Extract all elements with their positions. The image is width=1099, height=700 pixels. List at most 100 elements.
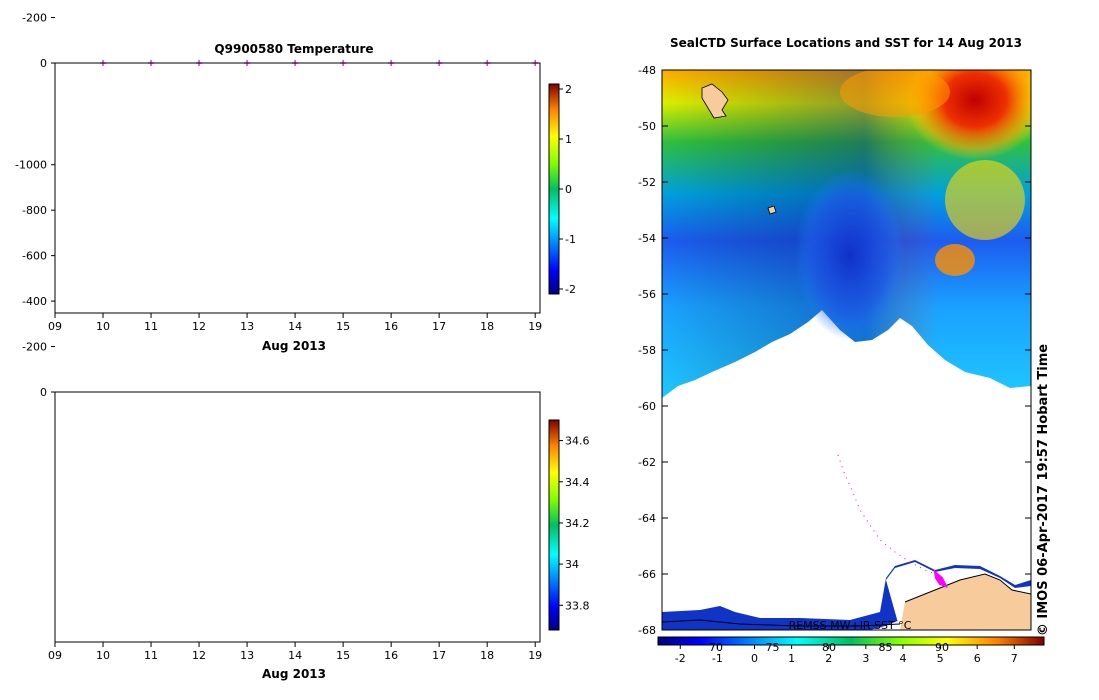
- sst-colorbar-tick-label: 7: [1011, 652, 1018, 665]
- x-tick-label: 15: [336, 649, 350, 662]
- salinity-x-label: Aug 2013: [262, 667, 326, 681]
- colorbar-tick-label: 2: [565, 83, 572, 96]
- x-tick-label: 10: [96, 320, 110, 333]
- sst-colorbar: [657, 636, 1045, 646]
- y-tick-label: -600: [22, 250, 47, 263]
- temperature-x-label: Aug 2013: [262, 339, 326, 353]
- seal-track: [837, 454, 941, 577]
- lat-tick-label: -60: [638, 400, 656, 413]
- sst-map-latitude-axis: -48 -50 -52 -54 -56 -58 -60 -62 -64 -66 -68: [638, 64, 1031, 637]
- y-tick-label: -200: [22, 12, 47, 25]
- colorbar-tick-label: 34.6: [565, 435, 590, 448]
- colorbar-tick-label: 0: [565, 183, 572, 196]
- sst-map-panel: SealCTD Surface Locations and SST for 14…: [638, 36, 1051, 665]
- lat-tick-label: -68: [638, 624, 656, 637]
- colorbar-tick-label: -1: [565, 233, 576, 246]
- salinity-x-axis: 09 10 11 12 13 14 15 16 17 18 19: [48, 642, 542, 662]
- sst-field: [662, 70, 1031, 630]
- west-coastline: [662, 619, 901, 627]
- colorbar-tick-label: -2: [565, 283, 576, 296]
- lat-tick-label: -52: [638, 176, 656, 189]
- antarctic-coastline: [904, 573, 1031, 603]
- x-tick-label: 13: [240, 320, 254, 333]
- sst-colorbar-secondary-label: 75: [766, 641, 780, 654]
- x-tick-label: 13: [240, 649, 254, 662]
- x-tick-label: 17: [432, 320, 446, 333]
- y-tick-label: -800: [22, 204, 47, 217]
- temperature-panel: Q9900580 Temperature 0 -200 -400 -600 -800 -1…: [22, 12, 576, 353]
- x-tick-label: 16: [384, 649, 398, 662]
- sst-colorbar-tick-label: 2: [825, 652, 832, 665]
- sst-colorbar-tick-label: 3: [862, 652, 869, 665]
- x-tick-label: 17: [432, 649, 446, 662]
- sst-cold-core: [795, 170, 905, 340]
- temperature-x-axis: 09 10 11 12 13 14 15 16 17 18 19: [48, 313, 542, 333]
- colorbar-tick-label: 33.8: [565, 599, 590, 612]
- sst-colorbar-tick-label: 6: [974, 652, 981, 665]
- colorbar-tick-label: 1: [565, 133, 572, 146]
- sst-colorbar-secondary-label: 85: [879, 641, 893, 654]
- temperature-plot-frame: [54, 62, 541, 314]
- sst-yellow-patch: [945, 160, 1025, 240]
- lat-tick-label: -66: [638, 568, 656, 581]
- sst-colorbar-secondary-label: 70: [709, 641, 723, 654]
- sst-colorbar-tick-label: 1: [788, 652, 795, 665]
- y-tick-label: -200: [22, 341, 47, 354]
- temperature-y-axis: 0-200-400-600-800-1000: [22, 12, 55, 70]
- sst-warm-tongue: [840, 70, 950, 117]
- x-tick-label: 09: [48, 320, 62, 333]
- y-tick-label: 0: [40, 57, 47, 70]
- x-tick-label: 11: [144, 320, 158, 333]
- sst-colorbar-tick-label: 4: [899, 652, 906, 665]
- salinity-y-axis: 0 -200 -400 -600 -800 -1000: [15, 159, 55, 399]
- salinity-colorbar: [548, 419, 560, 631]
- sst-product-label: REMSS MW+IR SST °C: [789, 619, 912, 632]
- kerguelen-island: [701, 83, 729, 119]
- x-tick-label: 14: [288, 649, 302, 662]
- antarctic-land: [900, 574, 1031, 630]
- colorbar-tick-label: 34: [565, 558, 579, 571]
- sst-warm-eddy: [935, 244, 975, 276]
- lat-tick-label: -50: [638, 120, 656, 133]
- y-tick-label: -400: [22, 295, 47, 308]
- temperature-colorbar-ticks: 2 1 0 -1 -2: [559, 83, 576, 296]
- lat-tick-label: -56: [638, 288, 656, 301]
- sst-colorbar-ticks: -2 -1 0 1 2 3 4 5 6 7: [675, 645, 1018, 665]
- imos-timestamp-label: © IMOS 06-Apr-2017 19:57 Hobart Time: [1036, 344, 1051, 636]
- lat-tick-label: -48: [638, 64, 656, 77]
- colorbar-tick-label: 34.4: [565, 476, 590, 489]
- x-tick-label: 10: [96, 649, 110, 662]
- sst-colorbar-tick-label: 0: [751, 652, 758, 665]
- temperature-title: Q9900580 Temperature: [214, 42, 373, 56]
- sst-map-title: SealCTD Surface Locations and SST for 14…: [670, 36, 1022, 50]
- lat-tick-label: -58: [638, 344, 656, 357]
- x-tick-label: 16: [384, 320, 398, 333]
- heard-island: [767, 205, 777, 215]
- sst-colorbar-secondary-label: 80: [822, 641, 836, 654]
- lat-tick-label: -64: [638, 512, 656, 525]
- x-tick-label: 14: [288, 320, 302, 333]
- colorbar-tick-label: 34.2: [565, 517, 590, 530]
- sst-colorbar-tick-label: 5: [937, 652, 944, 665]
- x-tick-label: 12: [192, 320, 206, 333]
- x-tick-label: 12: [192, 649, 206, 662]
- x-tick-label: 19: [528, 320, 542, 333]
- x-tick-label: 09: [48, 649, 62, 662]
- y-tick-label: -1000: [15, 159, 47, 172]
- x-tick-label: 11: [144, 649, 158, 662]
- seal-surface-locations: [933, 569, 948, 588]
- temperature-colorbar: [548, 83, 560, 295]
- sst-colorbar-tick-label: -1: [712, 652, 723, 665]
- sst-colorbar-secondary-label: 90: [935, 641, 949, 654]
- x-tick-label: 19: [528, 649, 542, 662]
- sst-colorbar-secondary-ticks: 70 75 80 85 90: [709, 641, 949, 654]
- salinity-plot-frame: [54, 391, 541, 643]
- lat-tick-label: -54: [638, 232, 656, 245]
- x-tick-label: 15: [336, 320, 350, 333]
- sst-colorbar-tick-label: -2: [675, 652, 686, 665]
- x-tick-label: 18: [480, 320, 494, 333]
- y-tick-label: 0: [40, 386, 47, 399]
- lat-tick-label: -62: [638, 456, 656, 469]
- salinity-panel: 0 -200 -400 -600 -800 -1000 09 10 11 12 13 14 15 16 1…: [15, 159, 589, 681]
